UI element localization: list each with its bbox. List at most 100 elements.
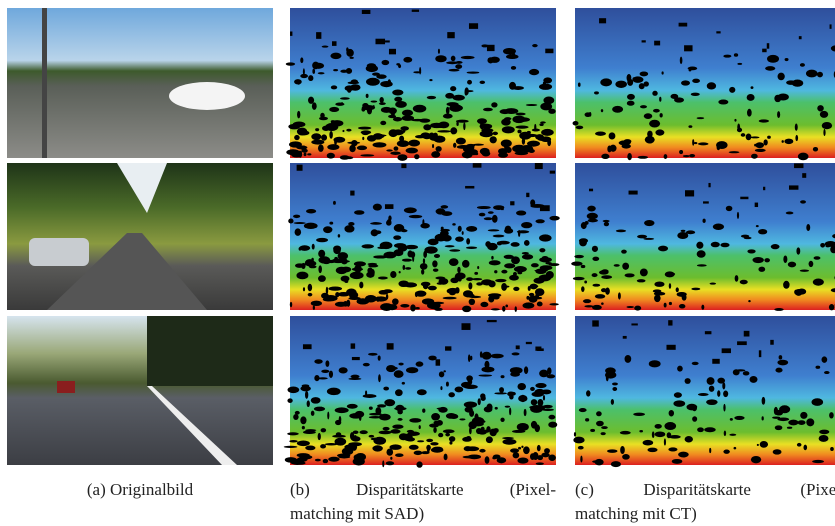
- speckle: [294, 135, 300, 140]
- speckle: [668, 447, 677, 451]
- speckle: [468, 354, 471, 362]
- speckle: [764, 258, 770, 262]
- speckle: [346, 289, 356, 296]
- speckle: [679, 23, 688, 27]
- speckle: [467, 71, 480, 73]
- speckle: [549, 216, 559, 221]
- speckle: [360, 430, 368, 434]
- speckle: [417, 440, 424, 442]
- speckle: [809, 261, 814, 267]
- speckle: [536, 462, 544, 465]
- speckle: [313, 305, 315, 309]
- speckle: [487, 320, 497, 322]
- speckle: [414, 451, 423, 455]
- speckle: [830, 24, 832, 28]
- speckle: [318, 144, 324, 152]
- speckle: [389, 129, 398, 137]
- speckle: [467, 80, 472, 85]
- speckle: [509, 275, 519, 281]
- speckle: [639, 430, 643, 432]
- speckle: [439, 371, 444, 377]
- speckle: [798, 420, 806, 425]
- speckle: [503, 48, 516, 55]
- speckle: [462, 231, 464, 235]
- speckle: [373, 204, 382, 211]
- speckle: [515, 306, 517, 312]
- speckle: [437, 147, 441, 152]
- speckle: [600, 78, 612, 86]
- speckle: [398, 418, 403, 421]
- speckle: [469, 299, 475, 305]
- speckle: [390, 151, 400, 155]
- speckle: [797, 443, 802, 447]
- speckle: [746, 133, 752, 140]
- speckle: [784, 139, 793, 145]
- speckle: [293, 215, 300, 218]
- speckle: [416, 461, 422, 467]
- speckle: [455, 237, 464, 242]
- speckle: [335, 292, 339, 297]
- speckle: [333, 201, 336, 205]
- speckle: [694, 142, 698, 144]
- speckle: [321, 113, 324, 115]
- speckle: [351, 436, 360, 441]
- speckle: [481, 128, 493, 132]
- speckle: [680, 57, 683, 64]
- speckle: [311, 411, 315, 416]
- speckle: [794, 163, 803, 168]
- speckle: [704, 427, 716, 432]
- speckle: [531, 421, 537, 429]
- speckle: [509, 407, 511, 415]
- speckle: [581, 265, 586, 268]
- speckle: [326, 287, 328, 294]
- speckle: [544, 448, 550, 453]
- speckle: [486, 404, 492, 412]
- speckle: [794, 289, 798, 294]
- speckle: [306, 209, 316, 213]
- speckle: [331, 120, 344, 126]
- speckle: [682, 294, 687, 300]
- speckle: [312, 69, 315, 74]
- speckle: [771, 244, 780, 249]
- speckle: [349, 413, 362, 419]
- speckle: [437, 126, 444, 128]
- speckle: [301, 146, 306, 151]
- speckle: [735, 275, 739, 282]
- speckle: [335, 407, 349, 413]
- speckle: [452, 223, 456, 226]
- speckle: [672, 459, 683, 464]
- speckle: [747, 94, 755, 101]
- speckle: [401, 164, 406, 168]
- speckle: [431, 151, 440, 158]
- speckle: [787, 427, 792, 429]
- speckle: [349, 145, 355, 152]
- speckle: [587, 213, 598, 220]
- speckle: [463, 122, 465, 130]
- speckle: [686, 230, 695, 234]
- speckle: [297, 80, 301, 85]
- speckle: [430, 442, 438, 445]
- speckle: [341, 258, 348, 264]
- speckle: [327, 153, 335, 159]
- speckle: [490, 354, 503, 359]
- speckle: [318, 72, 325, 74]
- speckle: [767, 43, 770, 49]
- speckle: [549, 303, 558, 305]
- pole: [42, 8, 47, 158]
- speckle: [464, 385, 478, 389]
- speckle: [362, 137, 364, 140]
- speckle: [510, 372, 520, 377]
- speckle: [642, 40, 646, 42]
- speckle: [331, 85, 337, 89]
- speckle: [756, 225, 759, 227]
- speckle: [423, 124, 431, 130]
- speckle: [466, 436, 471, 440]
- speckle: [308, 75, 313, 81]
- speckle: [392, 298, 399, 305]
- speckle: [325, 443, 338, 445]
- caption-line: (a) Originalbild: [7, 478, 273, 502]
- speckle: [380, 81, 392, 87]
- speckle: [446, 61, 458, 64]
- speckle: [434, 254, 440, 258]
- speckle: [446, 107, 450, 115]
